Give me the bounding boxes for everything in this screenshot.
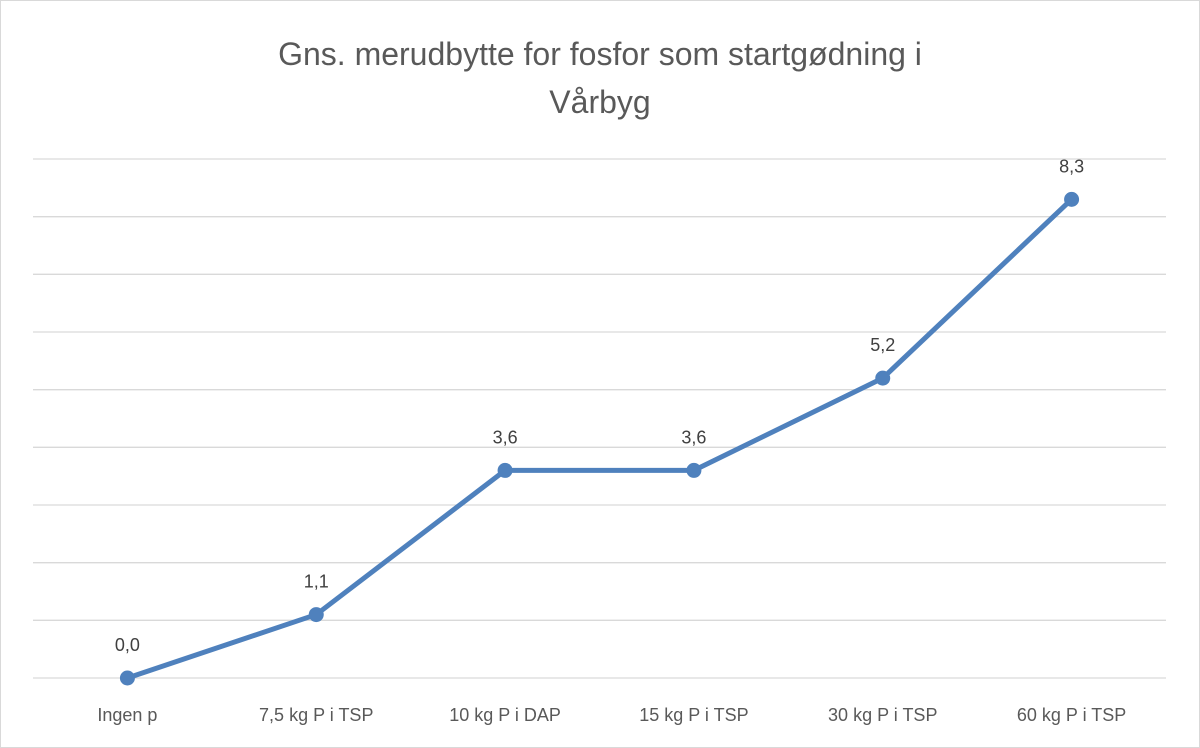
chart-title-line-2: Vårbyg	[549, 84, 651, 120]
x-tick-label: Ingen p	[97, 705, 157, 725]
data-point	[875, 370, 891, 386]
data-point	[119, 670, 135, 686]
chart-title: Gns. merudbytte for fosfor som startgødn…	[0, 30, 1200, 126]
series-line	[124, 196, 1075, 681]
data-label: 3,6	[681, 427, 706, 447]
chart-title-line-1: Gns. merudbytte for fosfor som startgødn…	[278, 36, 922, 72]
data-point	[308, 607, 324, 623]
data-point	[1064, 191, 1080, 207]
x-tick-label: 10 kg P i DAP	[449, 705, 561, 725]
data-label: 8,3	[1059, 156, 1084, 176]
data-label: 3,6	[493, 427, 518, 447]
data-point	[686, 462, 702, 478]
data-point	[497, 462, 513, 478]
x-tick-label: 7,5 kg P i TSP	[259, 705, 373, 725]
x-tick-label: 15 kg P i TSP	[639, 705, 748, 725]
data-label: 1,1	[304, 572, 329, 592]
x-tick-label: 30 kg P i TSP	[828, 705, 937, 725]
data-label: 0,0	[115, 635, 140, 655]
x-tick-label: 60 kg P i TSP	[1017, 705, 1126, 725]
data-label: 5,2	[870, 335, 895, 355]
